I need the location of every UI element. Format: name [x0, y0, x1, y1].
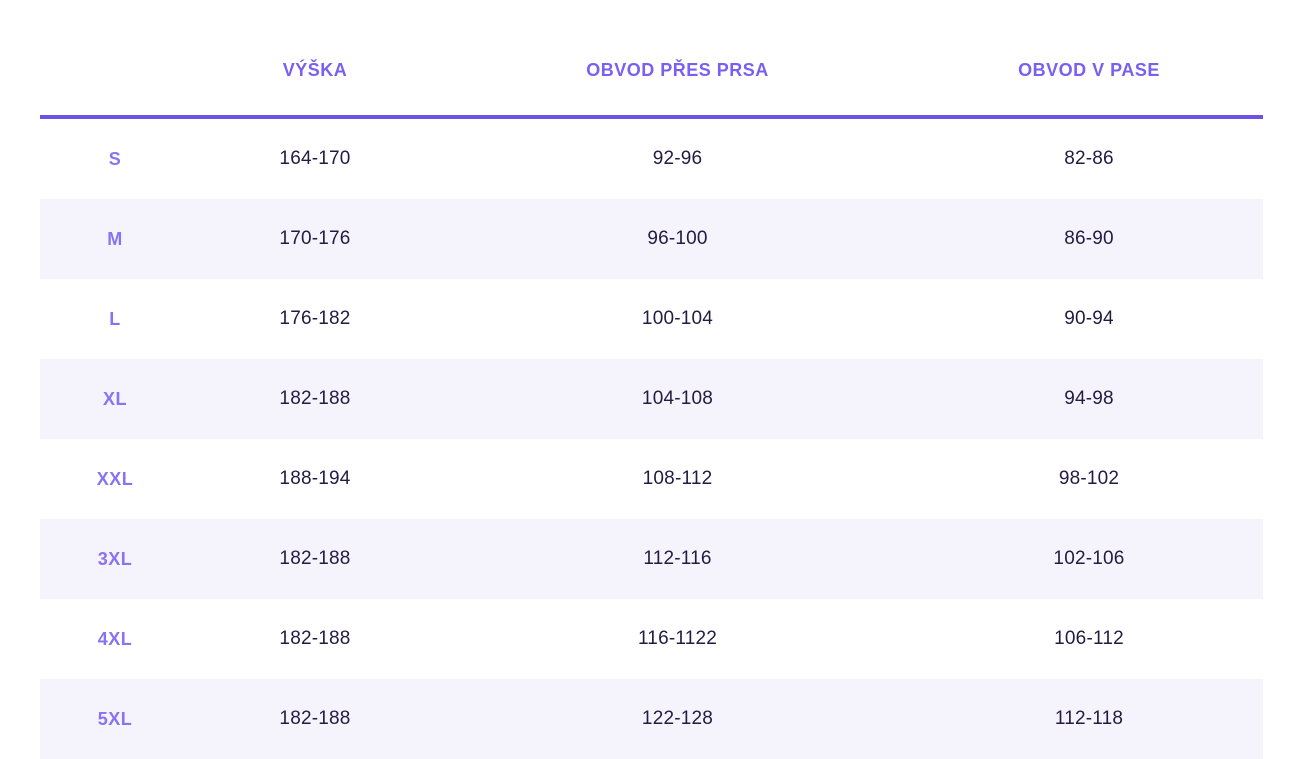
size-label: 5XL [97, 708, 133, 729]
waist-value: 112-118 [1054, 708, 1124, 729]
chest-value: 122-128 [641, 708, 714, 729]
chest-value: 96-100 [647, 228, 708, 249]
column-header-chest: OBVOD PŘES PRSA [586, 60, 769, 80]
chest-value: 104-108 [641, 388, 714, 409]
size-chart-header-row: VÝŠKA OBVOD PŘES PRSA OBVOD V PASE [40, 0, 1263, 119]
waist-value: 86-90 [1064, 228, 1114, 249]
table-row: M 170-176 96-100 86-90 [40, 199, 1263, 279]
size-label: XXL [96, 468, 134, 489]
table-row: XL 182-188 104-108 94-98 [40, 359, 1263, 439]
size-label: 4XL [97, 628, 133, 649]
height-value: 164-170 [279, 148, 351, 169]
size-label: S [108, 148, 122, 169]
height-value: 182-188 [279, 548, 351, 569]
waist-value: 82-86 [1064, 148, 1114, 169]
table-row: 3XL 182-188 112-116 102-106 [40, 519, 1263, 599]
height-value: 188-194 [279, 468, 351, 489]
column-header-height: VÝŠKA [282, 60, 348, 80]
chest-value: 100-104 [641, 308, 714, 329]
size-label: M [107, 228, 123, 249]
chest-value: 108-112 [642, 468, 713, 489]
waist-value: 102-106 [1053, 548, 1125, 569]
waist-value: 98-102 [1058, 468, 1120, 489]
height-value: 182-188 [279, 628, 351, 649]
table-row: 4XL 182-188 116-1122 106-112 [40, 599, 1263, 679]
size-label: 3XL [97, 548, 133, 569]
height-value: 170-176 [279, 228, 351, 249]
waist-value: 94-98 [1064, 388, 1114, 409]
table-row: 5XL 182-188 122-128 112-118 [40, 679, 1263, 759]
height-value: 182-188 [279, 708, 351, 729]
table-row: XXL 188-194 108-112 98-102 [40, 439, 1263, 519]
chest-value: 112-116 [643, 548, 712, 569]
size-label: L [109, 308, 121, 329]
height-value: 182-188 [279, 388, 351, 409]
chest-value: 116-1122 [637, 628, 718, 649]
chest-value: 92-96 [652, 148, 703, 169]
waist-value: 90-94 [1064, 308, 1114, 329]
height-value: 176-182 [279, 308, 351, 329]
column-header-waist: OBVOD V PASE [1018, 60, 1160, 80]
table-row: S 164-170 92-96 82-86 [40, 119, 1263, 199]
table-row: L 176-182 100-104 90-94 [40, 279, 1263, 359]
size-chart-table: VÝŠKA OBVOD PŘES PRSA OBVOD V PASE S 164… [40, 0, 1263, 759]
size-label: XL [102, 388, 127, 409]
waist-value: 106-112 [1054, 628, 1124, 649]
